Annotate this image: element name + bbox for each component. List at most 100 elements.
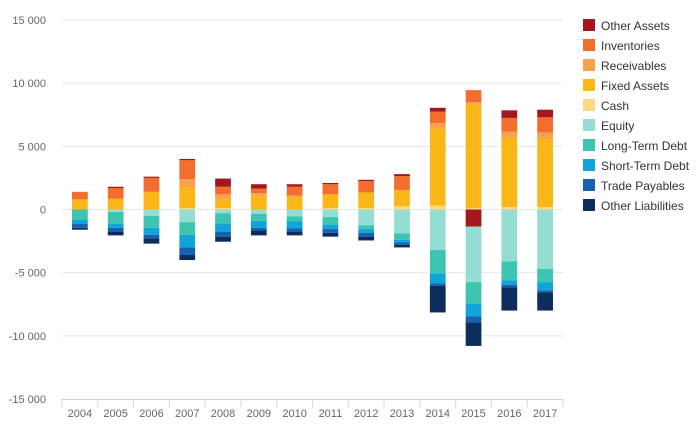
bar-segment [322, 209, 339, 218]
x-tick-label: 2011 [319, 408, 343, 420]
x-tick-label: 2005 [103, 408, 127, 420]
bar-segment [394, 242, 410, 245]
bar-segment [537, 268, 553, 283]
bar-segment [286, 195, 303, 197]
bar-segment [501, 287, 518, 311]
bar-segment [429, 122, 446, 129]
bars [72, 90, 553, 346]
bar-segment [501, 261, 518, 281]
bar-segment [465, 226, 482, 283]
x-tick-label: 2016 [497, 408, 521, 420]
legend-label: Inventories [601, 39, 660, 53]
bar-segment [429, 205, 446, 210]
bar-segment [322, 224, 339, 230]
bar-segment [465, 102, 482, 105]
legend-item[interactable]: Equity [583, 119, 634, 133]
bar-segment [322, 232, 339, 237]
bar-segment [465, 209, 482, 227]
bar-segment [429, 128, 446, 206]
legend-item[interactable]: Trade Payables [583, 179, 685, 193]
bar-segment [215, 194, 231, 200]
bar-segment [394, 244, 410, 248]
bar-segment [72, 224, 88, 228]
bar-segment [215, 178, 231, 187]
bar-segment [465, 316, 482, 323]
legend-item[interactable]: Other Liabilities [583, 199, 684, 213]
bar-segment [429, 249, 446, 274]
grid-lines [62, 19, 563, 337]
bar-segment [179, 222, 196, 235]
bar-segment [286, 221, 303, 229]
bar-segment [179, 187, 196, 209]
bar-segment [429, 285, 446, 313]
legend-item[interactable]: Fixed Assets [583, 79, 669, 93]
bar-segment [358, 229, 375, 233]
legend-item[interactable]: Inventories [583, 39, 660, 53]
legend-label: Receivables [601, 59, 666, 73]
bar-segment [429, 273, 446, 284]
legend-swatch [583, 119, 595, 131]
legend-swatch [583, 59, 595, 71]
bar-segment [394, 206, 410, 210]
legend-swatch [583, 199, 595, 211]
bar-segment [107, 212, 124, 225]
bar-segment [179, 179, 196, 188]
legend-item[interactable]: Long-Term Debt [583, 139, 688, 153]
bar-segment [143, 191, 160, 210]
legend-label: Trade Payables [601, 179, 685, 193]
bar-segment [322, 182, 339, 185]
bar-segment [72, 219, 88, 225]
bar-segment [250, 188, 267, 194]
legend-swatch [583, 179, 595, 191]
legend-label: Cash [601, 99, 629, 113]
bar-segment [107, 231, 124, 236]
bar-segment [107, 209, 124, 213]
bar-segment [72, 199, 88, 210]
bar-segment [501, 137, 518, 207]
x-tick-label: 2007 [175, 408, 199, 420]
bar-segment [107, 186, 124, 189]
bar-segment [72, 209, 88, 220]
legend-item[interactable]: Short-Term Debt [583, 159, 690, 173]
bar-segment [250, 195, 267, 210]
bar-segment [501, 117, 518, 132]
y-tick-label: 0 [40, 205, 46, 217]
bar-segment [358, 225, 375, 230]
bar-segment [465, 322, 482, 346]
legend-item[interactable]: Cash [583, 99, 629, 113]
bar-segment [215, 208, 231, 210]
bar-segment [107, 198, 124, 210]
bar-segment [250, 193, 267, 196]
y-tick-label: 10 000 [12, 78, 46, 90]
y-axis-tick-labels: 15 000 10 000 5 000 0 -5 000 -10 000 -15 000 [9, 15, 46, 406]
bar-segment [286, 184, 303, 187]
legend-label: Other Assets [601, 19, 670, 33]
legend-item[interactable]: Other Assets [583, 19, 670, 33]
bar-segment [429, 107, 446, 112]
bar-segment [537, 109, 553, 118]
bar-segment [465, 208, 482, 210]
bar-segment [394, 233, 410, 240]
legend-label: Other Liabilities [601, 199, 684, 213]
legend-label: Fixed Assets [601, 79, 669, 93]
bar-segment [358, 181, 375, 193]
bar-segment [537, 209, 553, 269]
bar-segment [394, 239, 410, 243]
legend-item[interactable]: Receivables [583, 59, 666, 73]
bar-segment [537, 292, 553, 311]
bar-segment [179, 254, 196, 261]
bar-segment [501, 280, 518, 285]
bar-segment [286, 186, 303, 196]
bar-segment [501, 206, 518, 210]
x-tick-label: 2008 [211, 408, 235, 420]
bar-segment [143, 234, 160, 239]
bar-segment [215, 236, 231, 242]
bar-segment [250, 227, 267, 231]
x-axis: 2004 2005 2006 2007 2008 2009 2010 2011 2012 2013… [61, 399, 564, 420]
legend-swatch [583, 79, 595, 91]
bar-segment [286, 228, 303, 232]
bar-segment [429, 111, 446, 123]
bar-segment [537, 206, 553, 210]
y-tick-label: -5 000 [15, 268, 46, 280]
x-tick-label: 2004 [68, 408, 92, 420]
